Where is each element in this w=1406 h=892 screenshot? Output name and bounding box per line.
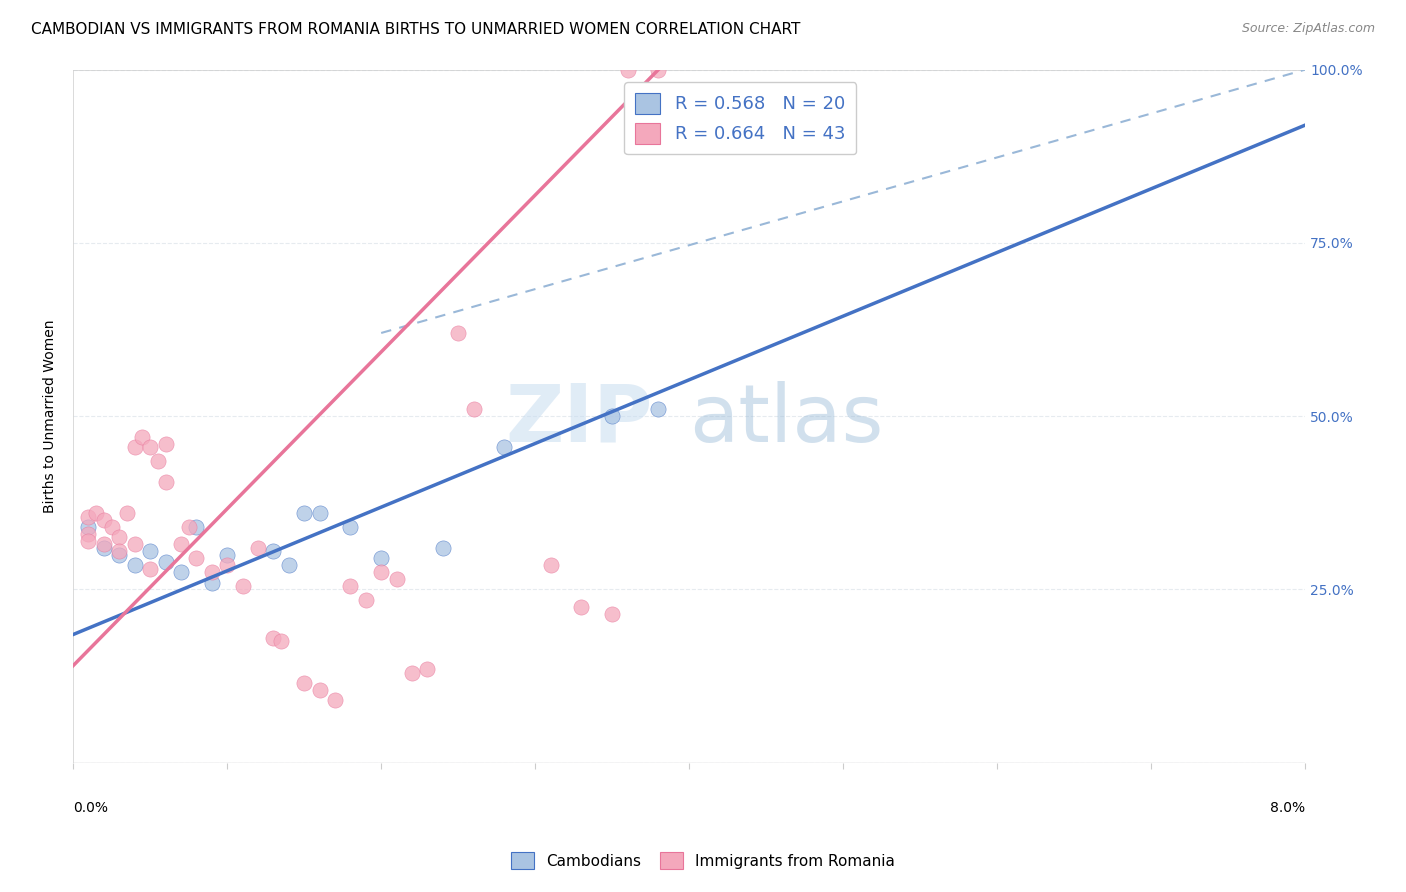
Point <box>339 520 361 534</box>
Legend: Cambodians, Immigrants from Romania: Cambodians, Immigrants from Romania <box>505 846 901 875</box>
Point <box>139 441 162 455</box>
Point <box>231 579 253 593</box>
Point <box>217 558 239 573</box>
Point <box>262 631 284 645</box>
Point <box>270 634 292 648</box>
Point <box>108 548 131 562</box>
Point <box>600 607 623 621</box>
Point <box>186 520 208 534</box>
Text: 8.0%: 8.0% <box>1270 801 1305 815</box>
Point <box>323 693 346 707</box>
Point <box>447 326 470 340</box>
Point <box>647 62 669 77</box>
Y-axis label: Births to Unmarried Women: Births to Unmarried Women <box>44 319 58 513</box>
Legend: R = 0.568   N = 20, R = 0.664   N = 43: R = 0.568 N = 20, R = 0.664 N = 43 <box>624 82 856 154</box>
Point <box>186 551 208 566</box>
Point <box>246 541 269 555</box>
Point <box>170 565 193 579</box>
Point <box>494 441 516 455</box>
Point <box>93 537 115 551</box>
Point <box>600 409 623 424</box>
Point <box>177 520 200 534</box>
Point <box>131 430 153 444</box>
Point <box>124 441 146 455</box>
Point <box>93 541 115 555</box>
Point <box>124 537 146 551</box>
Point <box>108 544 131 558</box>
Point <box>308 506 330 520</box>
Point <box>540 558 562 573</box>
Point <box>155 437 177 451</box>
Point <box>77 527 100 541</box>
Point <box>155 555 177 569</box>
Point <box>77 533 100 548</box>
Point <box>339 579 361 593</box>
Point <box>571 599 593 614</box>
Point <box>217 548 239 562</box>
Point <box>354 593 377 607</box>
Point <box>370 551 392 566</box>
Text: 0.0%: 0.0% <box>73 801 108 815</box>
Point <box>308 683 330 698</box>
Point <box>463 402 485 417</box>
Point <box>616 62 638 77</box>
Point <box>432 541 454 555</box>
Point <box>93 513 115 527</box>
Text: atlas: atlas <box>689 381 883 458</box>
Point <box>292 676 315 690</box>
Point <box>139 544 162 558</box>
Point <box>401 665 423 680</box>
Point <box>385 572 408 586</box>
Point <box>170 537 193 551</box>
Point <box>201 575 224 590</box>
Point <box>108 531 131 545</box>
Point <box>155 475 177 489</box>
Point <box>292 506 315 520</box>
Point <box>139 562 162 576</box>
Point <box>115 506 138 520</box>
Point <box>647 402 669 417</box>
Text: Source: ZipAtlas.com: Source: ZipAtlas.com <box>1241 22 1375 36</box>
Text: CAMBODIAN VS IMMIGRANTS FROM ROMANIA BIRTHS TO UNMARRIED WOMEN CORRELATION CHART: CAMBODIAN VS IMMIGRANTS FROM ROMANIA BIR… <box>31 22 800 37</box>
Point <box>277 558 299 573</box>
Point <box>77 509 100 524</box>
Point <box>201 565 224 579</box>
Point <box>77 520 100 534</box>
Text: ZIP: ZIP <box>505 381 652 458</box>
Point <box>100 520 122 534</box>
Point <box>262 544 284 558</box>
Point <box>84 506 107 520</box>
Point <box>124 558 146 573</box>
Point <box>146 454 169 468</box>
Point <box>370 565 392 579</box>
Point <box>416 662 439 676</box>
